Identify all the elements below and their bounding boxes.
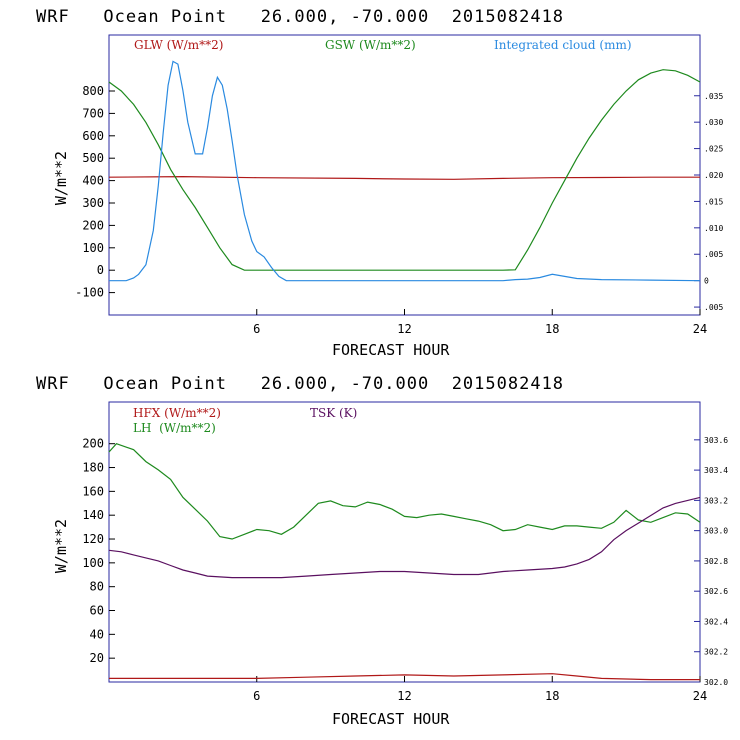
legend-glw: GLW (W/m**2): [134, 38, 223, 52]
x-tick-label: 18: [545, 322, 559, 336]
x-tick-label: 6: [253, 322, 260, 336]
x-tick-label: 6: [253, 689, 260, 703]
legend-hfx: HFX (W/m**2): [133, 406, 221, 420]
y2-tick-label: 302.2: [704, 648, 728, 657]
y-tick-label: 20: [90, 651, 104, 665]
y2-tick-label: .005: [704, 303, 723, 312]
panel-top: WRF Ocean Point 26.000, -70.000 20150824…: [36, 7, 723, 359]
y2-tick-label: .010: [704, 224, 723, 233]
y2-tick-label: .025: [704, 145, 723, 154]
series-line-lh: [108, 443, 701, 540]
y-tick-label: 200: [82, 218, 104, 232]
y-tick-label: 160: [82, 484, 104, 498]
y-tick-label: 700: [82, 106, 104, 120]
y-tick-label: 800: [82, 84, 104, 98]
y2-tick-label: 302.6: [704, 587, 728, 596]
y-tick-label: 100: [82, 241, 104, 255]
x-axis-title: FORECAST HOUR: [332, 710, 450, 728]
chart-title: WRF Ocean Point 26.000, -70.000 20150824…: [36, 7, 564, 27]
y-tick-label: 140: [82, 508, 104, 522]
y-tick-label: 0: [97, 263, 104, 277]
panel-bottom: WRF Ocean Point 26.000, -70.000 20150824…: [36, 374, 728, 728]
x-tick-label: 24: [693, 689, 707, 703]
y-tick-label: 200: [82, 437, 104, 451]
series-group: [108, 60, 701, 282]
y2-tick-label: 303.6: [704, 436, 728, 445]
y-tick-label: -100: [75, 286, 104, 300]
y-axis-title: W/m**2: [52, 519, 70, 573]
plot-frame: [108, 34, 701, 316]
y2-tick-label: .005: [704, 250, 723, 259]
axis-ticks: -100 0 100 200 300 400 500 600 700 800 6 12 18 24 .005…: [75, 84, 723, 336]
y-tick-label: 400: [82, 174, 104, 188]
series-line-tsk: [108, 496, 701, 579]
legend-gsw: GSW (W/m**2): [325, 38, 416, 52]
x-tick-label: 18: [545, 689, 559, 703]
y-tick-label: 500: [82, 151, 104, 165]
chart-title: WRF Ocean Point 26.000, -70.000 20150824…: [36, 374, 564, 394]
series-line-integrated-cloud: [109, 60, 701, 282]
y-tick-label: 100: [82, 556, 104, 570]
axis-ticks: 20 40 60 80 100 120 140 160 180 200 6 12 18 24 302.0 30…: [82, 436, 728, 703]
y2-tick-label: .035: [704, 92, 723, 101]
series-line-hfx: [109, 673, 700, 681]
series-line-glw: [108, 175, 700, 180]
y-tick-label: 40: [90, 627, 104, 641]
x-axis-title: FORECAST HOUR: [332, 341, 450, 359]
legend-cloud: Integrated cloud (mm): [494, 38, 632, 52]
legend-tsk: TSK (K): [310, 406, 357, 420]
y2-tick-label: 303.0: [704, 527, 728, 536]
y-tick-label: 600: [82, 129, 104, 143]
y2-tick-label: .020: [704, 171, 723, 180]
y2-tick-label: 302.0: [704, 678, 728, 687]
y-axis-title: W/m**2: [52, 151, 70, 205]
x-tick-label: 24: [693, 322, 707, 336]
y2-tick-label: .030: [704, 118, 723, 127]
x-tick-label: 12: [397, 322, 411, 336]
y-tick-label: 60: [90, 604, 104, 618]
y-tick-label: 300: [82, 196, 104, 210]
y2-tick-label: 302.8: [704, 557, 728, 566]
y-tick-label: 80: [90, 580, 104, 594]
series-group: [108, 443, 701, 681]
y2-tick-label: 303.4: [704, 466, 728, 475]
y2-tick-label: 0: [704, 277, 709, 286]
series-line-gsw: [108, 69, 701, 271]
y-tick-label: 120: [82, 532, 104, 546]
y2-tick-label: .015: [704, 197, 723, 206]
y2-tick-label: 303.2: [704, 496, 728, 505]
legend-lh: LH (W/m**2): [133, 421, 216, 435]
x-tick-label: 12: [397, 689, 411, 703]
y-tick-label: 180: [82, 461, 104, 475]
y2-tick-label: 302.4: [704, 617, 728, 626]
